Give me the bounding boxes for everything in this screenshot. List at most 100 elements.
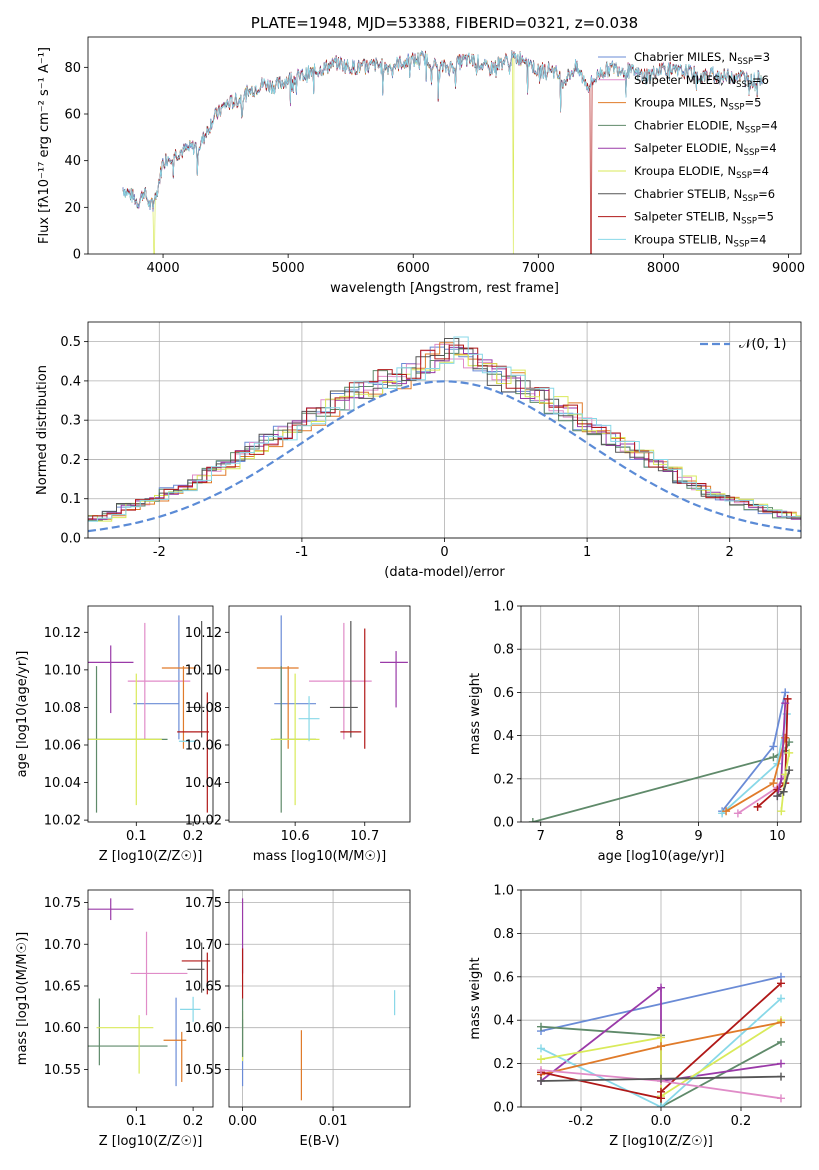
y-tick-label: 10.60	[44, 1021, 81, 1036]
weight-marker	[777, 1094, 785, 1103]
x-tick-label: 9000	[772, 261, 805, 276]
weight-marker	[657, 1042, 665, 1051]
x-axis-label: age [log10(age/yr)]	[598, 849, 725, 864]
x-tick-label: -2	[153, 545, 166, 560]
legend: Chabrier MILES, NSSP=3 Salpeter MILES, NS…	[598, 50, 778, 249]
histogram-series	[88, 338, 801, 521]
mass_vs_Z-plot-area	[88, 898, 211, 1087]
y-tick-label: 10.65	[185, 979, 222, 994]
y-tick-label: 0.6	[493, 970, 514, 985]
weight_vs_Z-panel: -0.2 0.0 0.2 0.0 0.2 0.4 0.6 0.8 1.0 Z [log10(Z/Z…	[468, 884, 802, 1149]
y-tick-label: 10.10	[185, 663, 222, 678]
spectrum-panel: 4000 5000 6000 7000 8000 9000 0 20 40 60 80 wavelen…	[37, 36, 805, 296]
weight-marker	[657, 1033, 665, 1042]
legend-entry: Chabrier MILES, NSSP=3	[634, 50, 770, 67]
histogram-series	[88, 347, 801, 527]
weight-line	[725, 737, 787, 812]
x-tick-label: -1	[295, 545, 308, 560]
x-tick-label: -0.2	[568, 1114, 593, 1129]
y-tick-label: 10.04	[44, 776, 81, 791]
age_vs_Z-panel: 0.1 0.2 10.02 10.04 10.06 10.08 10.10 10.12 Z [l…	[15, 605, 214, 864]
legend-entry: Kroupa MILES, NSSP=5	[634, 96, 761, 113]
x-tick-label: 0.01	[319, 1114, 348, 1129]
y-tick-label: 10.10	[44, 663, 81, 678]
weight-marker	[785, 748, 794, 757]
weight-marker	[722, 807, 731, 816]
weight-marker	[769, 779, 778, 788]
y-tick-label: 10.12	[44, 626, 81, 641]
histogram-series	[88, 336, 801, 522]
legend-entry: 𝒩(0, 1)	[739, 337, 786, 352]
axes-frame	[87, 36, 802, 255]
legend-entry: Salpeter STELIB, NSSP=5	[634, 210, 774, 227]
weight-marker	[733, 809, 742, 818]
x-axis-label: (data-model)/error	[384, 565, 505, 580]
x-tick-label: 10	[769, 829, 786, 844]
x-tick-label: 10.6	[281, 829, 310, 844]
x-axis-label: Z [log10(Z/Z☉)]	[99, 1134, 203, 1149]
x-tick-label: 5000	[272, 261, 305, 276]
weight-marker	[777, 807, 786, 816]
mass_vs_ebv-panel: 0.00 0.01 10.55 10.60 10.65 10.70 10.75 E(B-V)	[185, 889, 411, 1149]
y-tick-label: 20	[64, 201, 81, 216]
y-tick-label: 0.3	[60, 414, 81, 429]
axes-frame	[87, 889, 214, 1108]
y-tick-label: 0.2	[493, 772, 514, 787]
x-tick-label: 10.7	[350, 829, 379, 844]
y-axis-label: age [log10(age/yr)]	[15, 651, 30, 778]
y-tick-label: 10.70	[185, 938, 222, 953]
weight-line	[721, 692, 787, 812]
y-tick-label: 0.1	[60, 492, 81, 507]
y-axis-label: mass [log10(M/M☉)]	[15, 932, 30, 1065]
y-tick-label: 0.6	[493, 686, 514, 701]
normal-curve	[88, 380, 801, 533]
y-tick-label: 10.08	[44, 701, 81, 716]
spectrum-line	[122, 50, 764, 209]
y-tick-label: 10.02	[44, 814, 81, 829]
y-tick-label: 0.4	[493, 729, 514, 744]
weight-marker	[777, 994, 785, 1003]
x-tick-label: 0.0	[651, 1114, 672, 1129]
residuals-panel: -2 -1 0 1 2 0.0 0.1 0.2 0.3 0.4 0.5 (data-model)/er…	[35, 321, 802, 580]
legend-entry: Salpeter ELODIE, NSSP=4	[634, 141, 777, 158]
x-tick-label: 2	[726, 545, 734, 560]
x-tick-label: 1	[583, 545, 591, 560]
legend-entry: Chabrier ELODIE, NSSP=4	[634, 118, 778, 135]
x-tick-label: 0.00	[228, 1114, 257, 1129]
y-tick-label: 1.0	[493, 600, 514, 615]
y-axis-label: Flux [fλ10⁻¹⁷ erg cm⁻² s⁻¹ A⁻¹]	[37, 47, 52, 244]
weight_vs_age-panel: 7 8 9 10 0.0 0.2 0.4 0.6 0.8 1.0 age [log10(age/yr…	[468, 600, 802, 864]
weight-line	[540, 1019, 782, 1098]
weight-marker	[783, 694, 792, 703]
histogram-series	[88, 344, 801, 520]
x-tick-label: 0.1	[126, 1114, 147, 1129]
y-axis-label: Normed distribution	[35, 365, 50, 495]
weight-marker	[777, 979, 785, 988]
weight-marker	[785, 766, 794, 775]
weight-marker	[537, 1055, 545, 1064]
x-tick-label: 8000	[647, 261, 680, 276]
weight_vs_age-plot-area	[528, 688, 794, 822]
y-tick-label: 0.5	[60, 335, 81, 350]
y-tick-label: 10.04	[185, 776, 222, 791]
y-tick-label: 10.65	[44, 979, 81, 994]
weight-line	[532, 741, 791, 822]
weight-line	[757, 698, 789, 808]
legend: 𝒩(0, 1)	[700, 337, 786, 352]
weight-marker	[777, 1059, 785, 1068]
weight-marker	[769, 742, 778, 751]
y-tick-label: 10.55	[185, 1063, 222, 1078]
x-axis-label: Z [log10(Z/Z☉)]	[609, 1134, 713, 1149]
y-tick-label: 0.2	[60, 453, 81, 468]
mass_vs_Z-panel: 0.1 0.2 10.55 10.60 10.65 10.70 10.75 Z [log10(…	[15, 889, 214, 1149]
weight-marker	[777, 1018, 785, 1027]
weight-marker	[769, 753, 778, 762]
age_vs_mass-plot-area	[256, 615, 408, 813]
residuals-plot-area	[88, 336, 801, 533]
y-tick-label: 10.70	[44, 938, 81, 953]
x-axis-label: Z [log10(Z/Z☉)]	[99, 849, 203, 864]
y-tick-label: 0.4	[493, 1014, 514, 1029]
weight-marker	[773, 792, 782, 801]
y-tick-label: 1.0	[493, 884, 514, 899]
x-tick-label: 4000	[147, 261, 180, 276]
